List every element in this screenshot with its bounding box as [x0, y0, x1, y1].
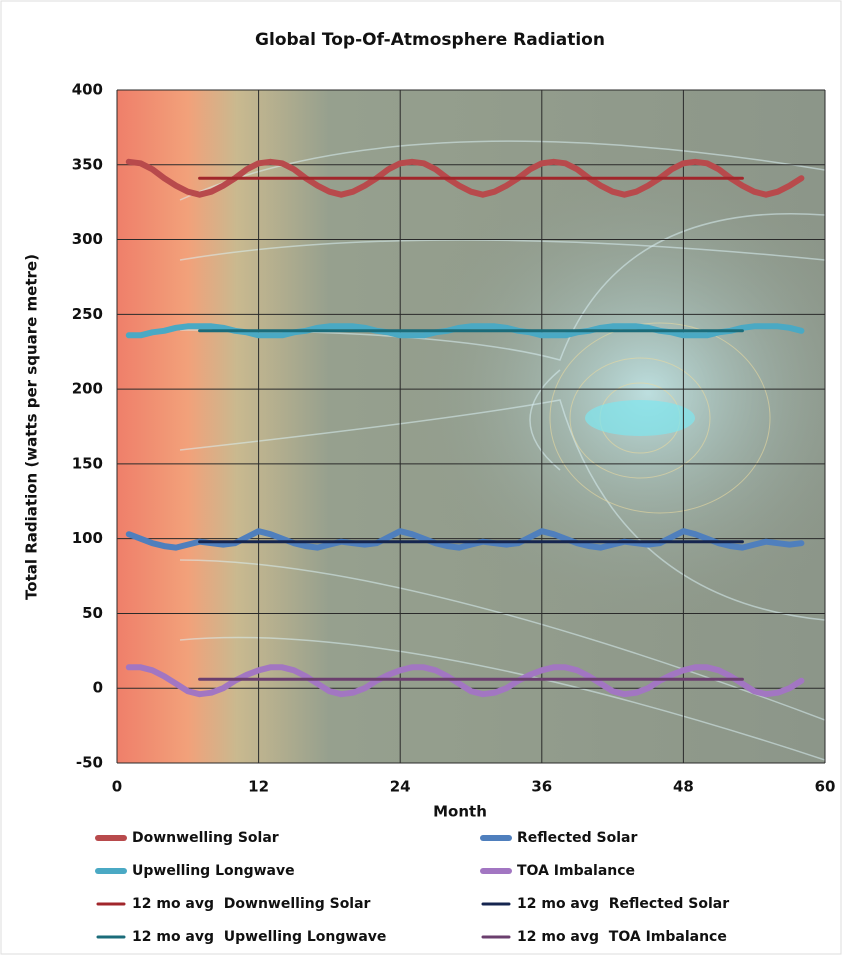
y-tick-label: -50 [76, 754, 103, 772]
chart-title: Global Top-Of-Atmosphere Radiation [255, 30, 605, 50]
legend-label: 12 mo avg Upwelling Longwave [132, 929, 386, 945]
y-tick-label: 400 [72, 81, 103, 99]
legend-label: 12 mo avg TOA Imbalance [517, 929, 727, 945]
legend-label: Downwelling Solar [132, 830, 279, 846]
legend-label: Reflected Solar [517, 830, 637, 846]
legend-label: 12 mo avg Downwelling Solar [132, 896, 371, 912]
series-line [125, 158, 805, 198]
y-tick-label: 250 [72, 305, 103, 323]
y-tick-label: 350 [72, 155, 103, 173]
y-tick-label: 50 [82, 604, 103, 622]
y-tick-label: 100 [72, 529, 103, 547]
y-tick-label: 200 [72, 380, 103, 398]
y-tick-label: 300 [72, 230, 103, 248]
y-tick-label: 150 [72, 454, 103, 472]
x-tick-label: 36 [531, 778, 552, 796]
x-tick-label: 60 [815, 778, 836, 796]
plot-background [117, 90, 825, 763]
x-tick-label: 24 [390, 778, 411, 796]
x-tick-label: 0 [112, 778, 122, 796]
y-axis-label: Total Radiation (watts per square metre) [23, 254, 41, 600]
y-tick-label: 0 [93, 679, 103, 697]
legend-label: Upwelling Longwave [132, 863, 295, 879]
legend-label: 12 mo avg Reflected Solar [517, 896, 729, 912]
x-tick-label: 12 [248, 778, 269, 796]
x-axis-label: Month [433, 803, 487, 821]
legend-label: TOA Imbalance [517, 863, 635, 879]
x-tick-label: 48 [673, 778, 694, 796]
